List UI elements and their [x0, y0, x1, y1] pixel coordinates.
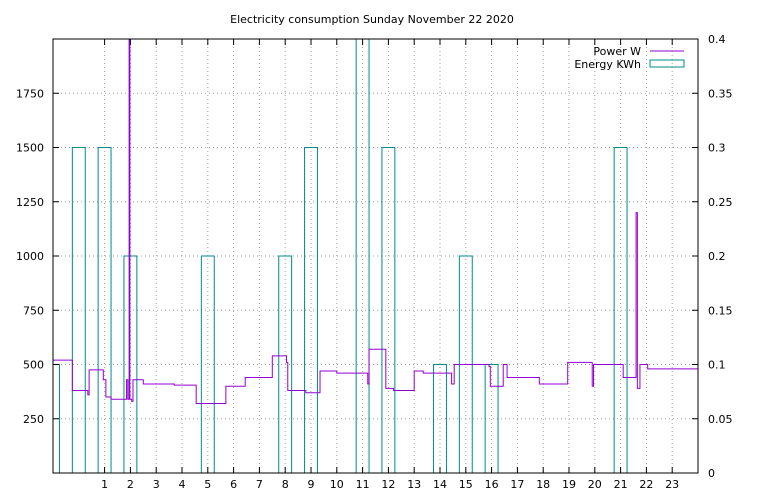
legend-label-power: Power W: [593, 45, 641, 58]
legend: Power W Energy KWh: [574, 45, 685, 71]
y-right-tick-label: 0.1: [708, 359, 726, 372]
y-right-tick-label: 0.4: [708, 33, 726, 46]
y-right-tick-label: 0.35: [708, 87, 733, 100]
energy-series: [52, 38, 628, 473]
x-tick-label: 5: [204, 478, 211, 491]
energy-bar: [123, 255, 138, 473]
x-tick-label: 22: [639, 478, 653, 491]
y-left-tick-label: 250: [23, 413, 44, 426]
x-tick-label: 23: [665, 478, 679, 491]
x-tick-label: 10: [330, 478, 344, 491]
x-tick-label: 7: [256, 478, 263, 491]
y-left-tick-label: 750: [23, 304, 44, 317]
energy-bar: [278, 255, 293, 473]
x-tick-label: 20: [588, 478, 602, 491]
energy-bar: [200, 255, 215, 473]
y-right-tick-label: 0.05: [708, 413, 733, 426]
y-right-tick-label: 0.25: [708, 196, 733, 209]
y-right-tick-label: 0.2: [708, 250, 726, 263]
energy-bar: [304, 147, 318, 473]
y-right-tick-label: 0: [708, 467, 715, 480]
x-tick-label: 18: [536, 478, 550, 491]
x-tick-label: 21: [614, 478, 628, 491]
x-tick-label: 1: [101, 478, 108, 491]
x-tick-label: 8: [282, 478, 289, 491]
y-right-tick-label: 0.3: [708, 142, 726, 155]
x-tick-label: 12: [381, 478, 395, 491]
x-tick-label: 14: [433, 478, 447, 491]
x-tick-label: 6: [230, 478, 237, 491]
energy-bar: [484, 364, 499, 473]
y-left-tick-label: 1500: [16, 142, 44, 155]
y-left-tick-label: 1000: [16, 250, 44, 263]
power-line: [53, 38, 698, 405]
x-tick-label: 15: [459, 478, 473, 491]
x-tick-label: 11: [356, 478, 370, 491]
power-series: [53, 38, 698, 405]
grid: [53, 39, 698, 473]
y-left-tick-label: 500: [23, 359, 44, 372]
energy-bar: [613, 147, 628, 473]
x-tick-label: 19: [562, 478, 576, 491]
energy-bar: [381, 147, 396, 473]
axes: 1 2 3 4 5 6 7 8 9 10 11 12 13 14 15 16 17 18 19 20 21 22 23250…: [16, 33, 733, 491]
x-tick-label: 9: [308, 478, 315, 491]
chart-title: Electricity consumption Sunday November …: [230, 13, 514, 26]
energy-bar: [433, 364, 447, 473]
x-tick-label: 2: [127, 478, 134, 491]
y-left-tick-label: 1750: [16, 87, 44, 100]
y-left-tick-label: 1250: [16, 196, 44, 209]
x-tick-label: 17: [510, 478, 524, 491]
y-right-tick-label: 0.15: [708, 304, 733, 317]
legend-swatch-energy: [649, 59, 685, 68]
x-tick-label: 3: [153, 478, 160, 491]
x-tick-label: 4: [179, 478, 186, 491]
energy-bar: [97, 147, 112, 473]
legend-label-energy: Energy KWh: [574, 58, 641, 71]
x-tick-label: 16: [485, 478, 499, 491]
energy-bar: [71, 147, 86, 473]
x-tick-label: 13: [407, 478, 421, 491]
